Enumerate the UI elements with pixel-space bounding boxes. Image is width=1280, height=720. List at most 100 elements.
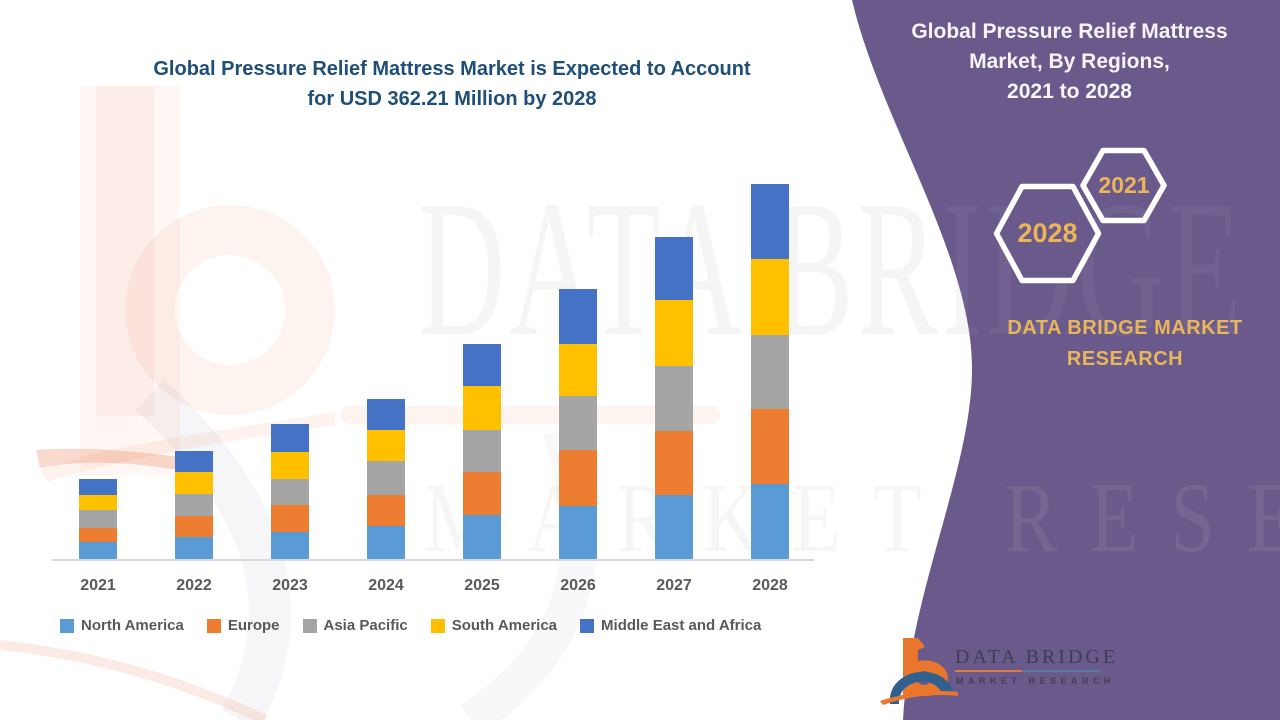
legend-item-north-america: North America <box>60 617 184 634</box>
x-label-2027: 2027 <box>656 577 692 594</box>
bar-2021-europe <box>79 527 117 542</box>
bar-2021-asia-pacific <box>79 509 117 528</box>
bar-2021-north-america <box>79 541 117 559</box>
bar-2023-europe <box>271 505 309 533</box>
bar-2021 <box>79 478 117 559</box>
bar-slot-2027 <box>626 179 722 559</box>
bar-slot-2028 <box>722 179 818 559</box>
bar-2028-asia-pacific <box>751 334 789 409</box>
legend-swatch-asia-pacific <box>302 618 317 633</box>
logo-d-swoosh <box>889 671 953 704</box>
bar-2022 <box>175 451 213 559</box>
chart-title-line1: Global Pressure Relief Mattress Market i… <box>153 58 751 80</box>
legend-swatch-europe <box>206 618 221 633</box>
stacked-bar-plot <box>50 179 818 559</box>
legend-item-asia-pacific: Asia Pacific <box>302 617 408 634</box>
legend-label-middle-east-and-africa: Middle East and Africa <box>601 617 762 634</box>
hexagon-2021 <box>1080 147 1167 224</box>
brand-text-line1: DATA BRIDGE MARKET <box>1007 317 1243 339</box>
bar-2027-asia-pacific <box>655 365 693 431</box>
dbmr-logo-icon <box>880 638 958 705</box>
bar-2027-north-america <box>655 495 693 559</box>
bar-2022-europe <box>175 515 213 537</box>
bar-2024-asia-pacific <box>367 461 405 495</box>
bar-2028 <box>751 183 789 559</box>
bar-2028-south-america <box>751 259 789 335</box>
watermark-gray-arc <box>135 379 291 720</box>
bar-2028-middle-east-and-africa <box>751 183 789 260</box>
bar-2024-south-america <box>367 430 405 462</box>
x-label-2028: 2028 <box>752 577 788 594</box>
panel-title: Global Pressure Relief Mattress Market, … <box>877 17 1262 107</box>
watermark-band <box>340 406 720 424</box>
chart-title-line2: for USD 362.21 Million by 2028 <box>307 88 597 110</box>
bar-2026-south-america <box>559 344 597 396</box>
bar-2027-europe <box>655 430 693 496</box>
bar-2024-middle-east-and-africa <box>367 398 405 431</box>
bar-slot-2025 <box>434 179 530 559</box>
watermark-b-bar-inner <box>96 86 154 416</box>
brand-text: DATA BRIDGE MARKET RESEARCH <box>960 313 1280 375</box>
legend-label-asia-pacific: Asia Pacific <box>323 617 408 634</box>
legend-item-south-america: South America <box>430 617 558 634</box>
legend-swatch-middle-east-and-africa <box>580 618 595 633</box>
watermark-b-bar <box>80 86 180 476</box>
panel-title-line1: Global Pressure Relief Mattress <box>911 20 1228 43</box>
legend-label-south-america: South America <box>451 617 558 634</box>
logo-orange-swoosh <box>880 691 958 705</box>
x-label-2024: 2024 <box>368 577 404 594</box>
legend-label-north-america: North America <box>81 617 184 634</box>
x-label-2021: 2021 <box>80 577 116 594</box>
legend-swatch-north-america <box>60 618 74 633</box>
bar-2027-south-america <box>655 300 693 366</box>
bar-slot-2026 <box>530 179 626 559</box>
bar-2025-south-america <box>463 386 501 431</box>
bar-2028-north-america <box>751 484 789 559</box>
bar-2023-middle-east-and-africa <box>271 423 309 452</box>
logo-underline <box>955 670 1101 672</box>
bar-2027 <box>655 236 693 559</box>
bar-2022-middle-east-and-africa <box>175 451 213 473</box>
dbmr-footer-logo: DATA BRIDGE MARKET RESEARCH <box>878 634 1198 714</box>
legend-item-europe: Europe <box>206 617 280 634</box>
bar-slot-2022 <box>146 179 242 559</box>
bar-2021-south-america <box>79 494 117 510</box>
bar-2025-north-america <box>463 514 501 559</box>
bar-2021-middle-east-and-africa <box>79 478 117 495</box>
legend-item-middle-east-and-africa: Middle East and Africa <box>580 617 761 634</box>
bar-slot-2021 <box>50 179 146 559</box>
hexagon-2028 <box>993 183 1102 284</box>
bar-2026-asia-pacific <box>559 395 597 451</box>
watermark-pink-arc <box>0 640 268 720</box>
bar-slot-2024 <box>338 179 434 559</box>
bar-2022-asia-pacific <box>175 494 213 516</box>
legend-swatch-south-america <box>430 618 445 633</box>
watermark-swoosh-accent <box>36 448 205 474</box>
bar-2023-asia-pacific <box>271 479 309 506</box>
x-axis-line <box>52 559 814 561</box>
panel-title-line3: 2021 to 2028 <box>1007 80 1132 103</box>
bar-2022-north-america <box>175 536 213 559</box>
panel-title-line2: Market, By Regions, <box>969 50 1170 73</box>
x-label-2022: 2022 <box>176 577 212 594</box>
watermark-b-bowl <box>125 205 335 415</box>
logo-tagline: MARKET RESEARCH <box>956 676 1116 686</box>
bar-2026-europe <box>559 450 597 506</box>
bar-2024 <box>367 398 405 559</box>
hexagon-2021-label: 2021 <box>1098 172 1150 198</box>
x-axis-labels: 2021 2022 2023 2024 2025 2026 2027 2028 <box>50 577 818 595</box>
watermark-swoosh <box>40 412 335 482</box>
bar-2023-north-america <box>271 532 309 559</box>
brand-text-line2: RESEARCH <box>1066 348 1184 370</box>
bar-2023 <box>271 423 309 559</box>
bar-2024-north-america <box>367 525 405 559</box>
legend-label-europe: Europe <box>227 617 280 634</box>
x-label-2025: 2025 <box>464 577 500 594</box>
bar-2025 <box>463 343 501 559</box>
x-label-2023: 2023 <box>272 577 308 594</box>
bar-2024-europe <box>367 494 405 526</box>
bar-2023-south-america <box>271 451 309 480</box>
bar-2025-middle-east-and-africa <box>463 343 501 387</box>
